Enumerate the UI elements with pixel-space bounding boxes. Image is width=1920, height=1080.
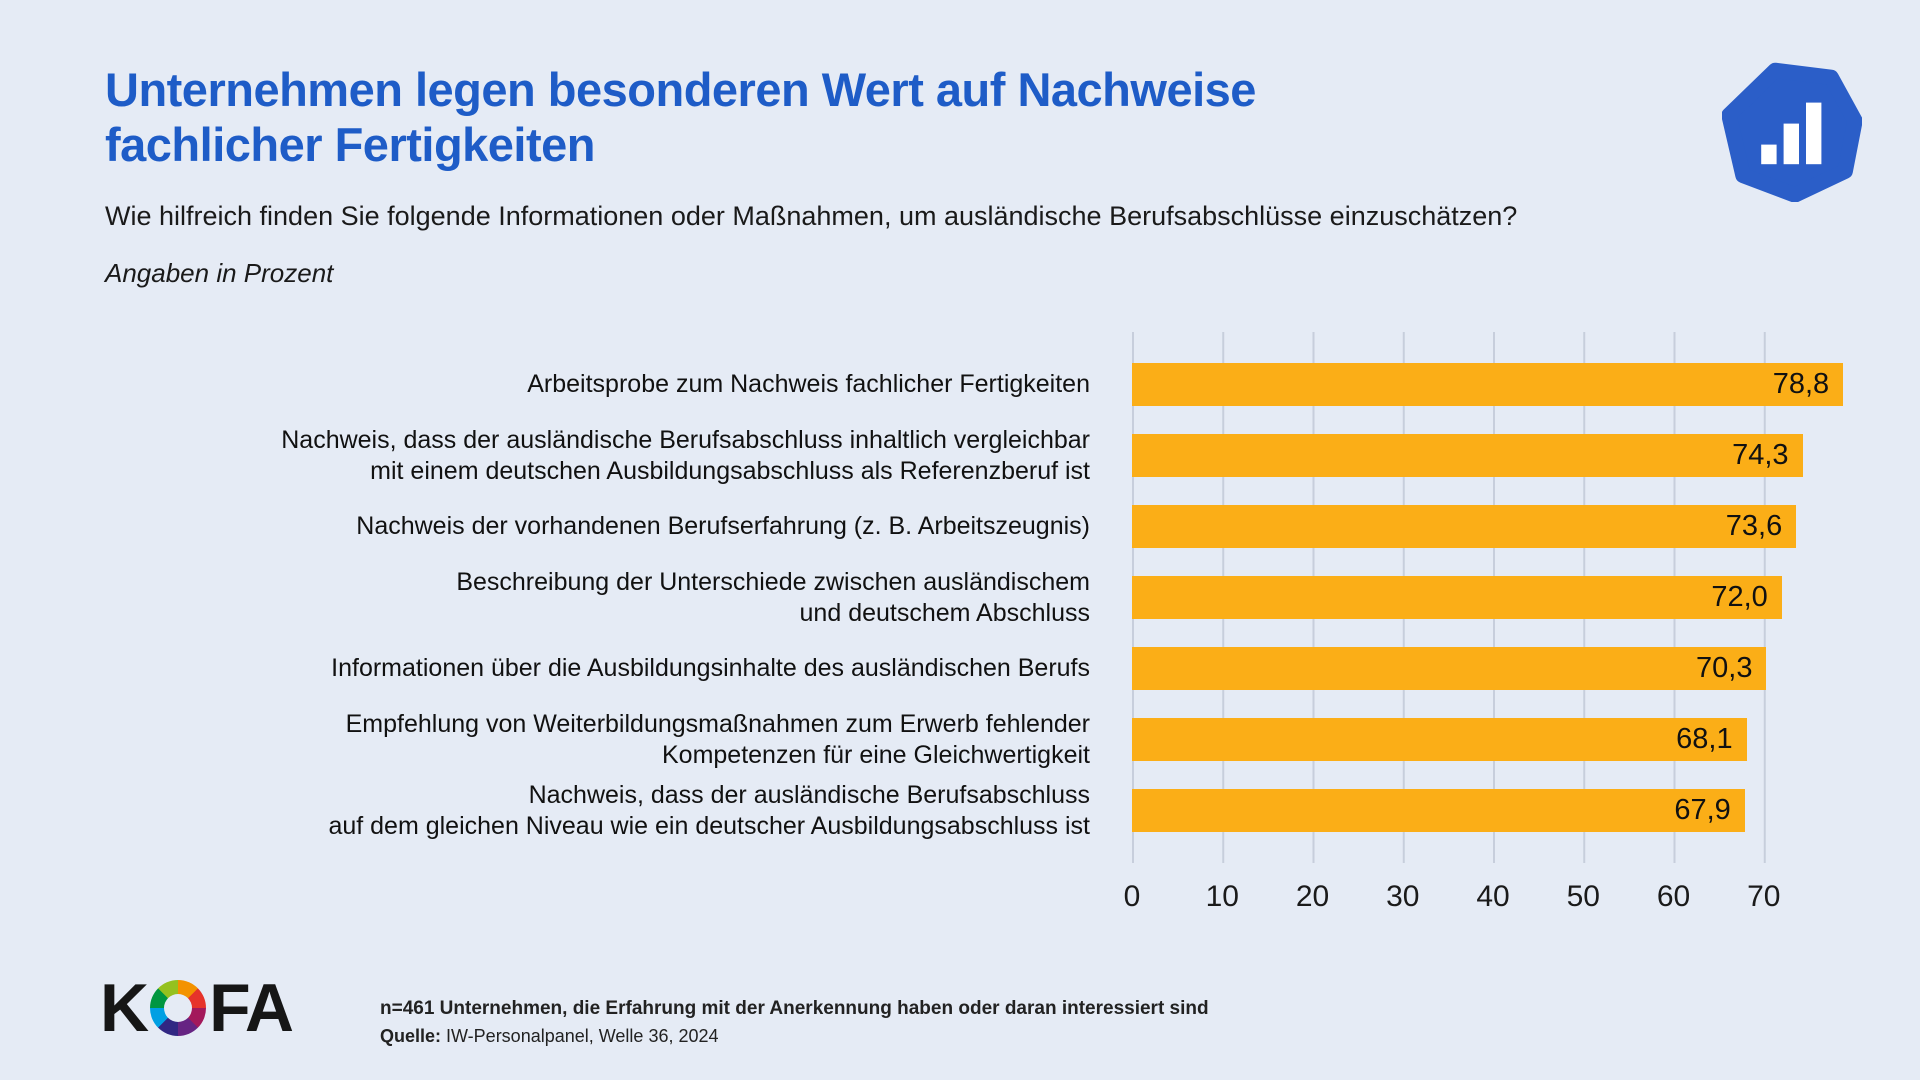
x-axis: 0 10 20 30 40 50 60 70	[1124, 880, 1854, 920]
value-label: 72,0	[1711, 581, 1768, 613]
header: Unternehmen legen besonderen Wert auf Na…	[105, 62, 1665, 289]
footnote: n=461 Unternehmen, die Erfahrung mit der…	[380, 995, 1209, 1049]
category-label: Informationen über die Ausbildungsinhalt…	[331, 654, 1090, 682]
bar: 68,1	[1132, 718, 1747, 761]
kofa-aperture-hole	[164, 994, 193, 1022]
bar-track: 68,1	[1132, 704, 1854, 775]
bar-chart-icon	[1721, 62, 1863, 203]
source-line: Quelle: IW-Personalpanel, Welle 36, 2024	[380, 1023, 1209, 1049]
x-tick-label: 0	[1123, 880, 1141, 913]
x-tick-label: 20	[1295, 880, 1330, 913]
value-label: 78,8	[1772, 368, 1830, 400]
bar: 73,6	[1132, 505, 1797, 548]
bar-track: 74,3	[1132, 420, 1854, 491]
category-label: Nachweis, dass der ausländische Berufsab…	[328, 780, 1090, 840]
value-label: 70,3	[1696, 652, 1753, 684]
category-label: Arbeitsprobe zum Nachweis fachlicher Fer…	[527, 370, 1090, 398]
value-label: 74,3	[1732, 439, 1789, 471]
category-label: Empfehlung von Weiterbildungsmaßnahmen z…	[345, 709, 1090, 769]
bar: 67,9	[1132, 789, 1745, 832]
sample-note: n=461 Unternehmen, die Erfahrung mit der…	[380, 998, 1209, 1019]
bar-chart: Arbeitsprobe zum Nachweis fachlicher Fer…	[105, 332, 1855, 863]
page-title: Unternehmen legen besonderen Wert auf Na…	[105, 63, 1256, 172]
bar-track: 70,3	[1132, 633, 1854, 704]
unit-note: Angaben in Prozent	[105, 257, 334, 288]
kofa-aperture-icon	[150, 980, 207, 1036]
bar-track: 67,9	[1132, 775, 1854, 846]
source-text: IW-Personalpanel, Welle 36, 2024	[441, 1025, 719, 1046]
bar: 72,0	[1132, 576, 1782, 619]
kofa-letter-fa: FA	[209, 970, 294, 1046]
category-label: Nachweis, dass der ausländische Berufsab…	[281, 425, 1090, 485]
bar-track: 73,6	[1132, 491, 1854, 562]
value-label: 67,9	[1674, 794, 1731, 826]
source-label: Quelle:	[380, 1025, 442, 1046]
x-tick-label: 50	[1566, 880, 1600, 913]
kofa-letter-k: K	[100, 970, 149, 1046]
category-label: Nachweis der vorhandenen Berufserfahrung…	[356, 512, 1090, 540]
bar: 78,8	[1132, 363, 1844, 406]
x-tick-label: 40	[1476, 880, 1510, 913]
bar-track: 72,0	[1132, 562, 1854, 633]
page-subtitle: Wie hilfreich finden Sie folgende Inform…	[105, 200, 1518, 231]
x-tick-label: 30	[1386, 880, 1420, 913]
x-tick-label: 10	[1205, 880, 1239, 913]
kofa-logo: K FA	[100, 970, 294, 1046]
bar-track: 78,8	[1132, 349, 1854, 420]
category-label: Beschreibung der Unterschiede zwischen a…	[456, 567, 1090, 627]
bar: 74,3	[1132, 434, 1803, 477]
value-label: 68,1	[1676, 723, 1733, 755]
x-tick-label: 70	[1747, 880, 1781, 913]
chart-rows: Arbeitsprobe zum Nachweis fachlicher Fer…	[105, 349, 1855, 846]
value-label: 73,6	[1725, 510, 1783, 542]
bar: 70,3	[1132, 647, 1767, 690]
x-tick-label: 60	[1656, 880, 1691, 913]
